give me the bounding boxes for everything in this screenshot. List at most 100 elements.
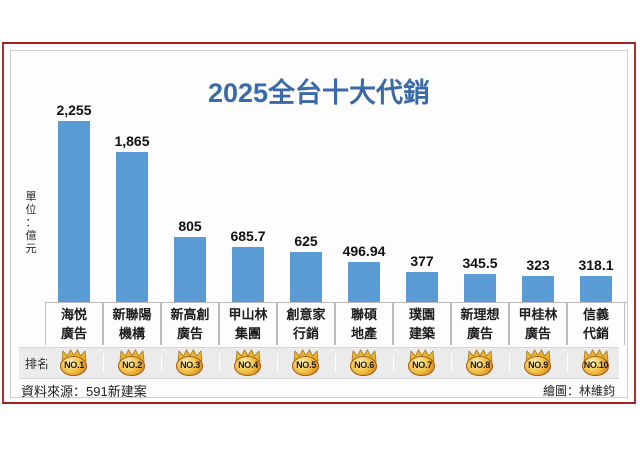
bar[interactable] bbox=[348, 262, 380, 302]
y-axis-unit-label: 單位：億元 bbox=[21, 191, 41, 256]
rank-badge-label: NO.10 bbox=[583, 360, 609, 370]
footer: 資料來源：591新建案 繪圖：林維鈞 bbox=[19, 379, 619, 401]
category-label: 海悦 廣告 bbox=[45, 303, 103, 345]
credit-text: 繪圖：林維鈞 bbox=[542, 384, 615, 398]
unit-label-char: ： bbox=[25, 217, 37, 229]
medal-disc-icon bbox=[60, 356, 87, 376]
rank-divider bbox=[509, 354, 510, 372]
category-label-line: 新理想 bbox=[460, 307, 500, 322]
bar-value-label: 345.5 bbox=[462, 255, 498, 271]
bar[interactable] bbox=[522, 276, 554, 302]
bar[interactable] bbox=[580, 276, 612, 302]
category-label-line: 代銷 bbox=[582, 326, 609, 341]
unit-label-char: 單 bbox=[25, 191, 37, 203]
rank-badge-label: NO.2 bbox=[122, 360, 142, 370]
category-label: 新聯陽 機構 bbox=[103, 303, 161, 345]
rank-badge: NO.4 bbox=[231, 349, 265, 377]
category-label-line: 廣告 bbox=[176, 326, 203, 341]
bar-value-label: 323 bbox=[526, 257, 550, 273]
rank-badge: NO.2 bbox=[115, 349, 149, 377]
bar[interactable] bbox=[116, 152, 148, 302]
category-label-line: 海悦 bbox=[60, 307, 87, 322]
bar-slot: 496.94 bbox=[335, 109, 393, 302]
rank-divider bbox=[567, 354, 568, 372]
bar-chart-plot-area: 2,255 1,865 805 685.7 625 496.94 377 345.5 323 31… bbox=[45, 102, 625, 302]
rank-badge-label: NO.7 bbox=[412, 360, 432, 370]
category-label-line: 廣告 bbox=[60, 326, 87, 341]
rank-badge-label: NO.4 bbox=[238, 360, 258, 370]
category-label-line: 地產 bbox=[350, 326, 377, 341]
category-label: 創意家 行銷 bbox=[277, 303, 335, 345]
medal-disc-icon bbox=[234, 356, 261, 376]
rank-badge: NO.3 bbox=[173, 349, 207, 377]
bar[interactable] bbox=[232, 247, 264, 302]
rank-badge: NO.10 bbox=[579, 349, 613, 377]
bar-value-label: 1,865 bbox=[114, 133, 150, 149]
rank-divider bbox=[45, 354, 46, 372]
category-label: 甲山林 集團 bbox=[219, 303, 277, 345]
category-label: 新高創 廣告 bbox=[161, 303, 219, 345]
bar[interactable] bbox=[464, 274, 496, 302]
bar-slot: 805 bbox=[161, 109, 219, 302]
rank-badge: NO.1 bbox=[57, 349, 91, 377]
category-label: 信義 代銷 bbox=[567, 303, 625, 345]
bar[interactable] bbox=[406, 272, 438, 302]
bar-slot: 685.7 bbox=[219, 109, 277, 302]
bar-slot: 323 bbox=[509, 109, 567, 302]
category-label-line: 信義 bbox=[582, 307, 609, 322]
category-label: 聯碩 地產 bbox=[335, 303, 393, 345]
page-title: 2025全台十大代銷 bbox=[207, 78, 431, 108]
category-axis: 海悦 廣告 新聯陽 機構 新高創 廣告 甲山林 集團 創意家 行銷 聯碩 地產 璞園 建築 新理想 廣告 甲桂林… bbox=[45, 303, 627, 345]
category-label-line: 行銷 bbox=[292, 326, 319, 341]
infographic-card: 2025全台十大代銷 單位：億元 2,255 1,865 805 685.7 625 49… bbox=[2, 42, 636, 404]
category-label-line: 廣告 bbox=[524, 326, 551, 341]
bar-value-label: 625 bbox=[294, 233, 318, 249]
bar[interactable] bbox=[290, 252, 322, 302]
rank-divider bbox=[277, 354, 278, 372]
medal-disc-icon bbox=[176, 356, 203, 376]
medal-disc-icon bbox=[524, 356, 551, 376]
axis-baseline bbox=[45, 302, 627, 303]
category-label-line: 建築 bbox=[408, 326, 435, 341]
category-label-line: 廣告 bbox=[466, 326, 493, 341]
unit-label-char: 億 bbox=[25, 230, 37, 242]
bar-value-label: 805 bbox=[178, 218, 202, 234]
rank-band: 排名 NO.1 NO.2 NO.3 NO.4 NO.5 NO.6 NO.7 NO.8 NO.9 N… bbox=[19, 347, 626, 379]
rank-badge: NO.9 bbox=[521, 349, 555, 377]
rank-badge-label: NO.8 bbox=[470, 360, 490, 370]
rank-divider bbox=[625, 354, 626, 372]
category-label: 甲桂林 廣告 bbox=[509, 303, 567, 345]
medal-disc-icon bbox=[582, 356, 609, 376]
rank-badge: NO.5 bbox=[289, 349, 323, 377]
rank-divider bbox=[219, 354, 220, 372]
bar-slot: 318.1 bbox=[567, 109, 625, 302]
category-label-line: 璞園 bbox=[408, 307, 435, 322]
bar-slot: 377 bbox=[393, 109, 451, 302]
rank-badge: NO.6 bbox=[347, 349, 381, 377]
rank-badge: NO.8 bbox=[463, 349, 497, 377]
rank-divider bbox=[335, 354, 336, 372]
category-label: 新理想 廣告 bbox=[451, 303, 509, 345]
category-label-line: 新高創 bbox=[170, 307, 210, 322]
bar-value-label: 496.94 bbox=[342, 243, 386, 259]
category-label: 璞園 建築 bbox=[393, 303, 451, 345]
inner-frame: 2025全台十大代銷 單位：億元 2,255 1,865 805 685.7 625 49… bbox=[10, 50, 628, 401]
bar-slot: 345.5 bbox=[451, 109, 509, 302]
category-label-line: 創意家 bbox=[286, 307, 326, 322]
unit-label-char: 元 bbox=[25, 243, 37, 255]
source-text: 資料來源：591新建案 bbox=[21, 384, 147, 399]
medal-disc-icon bbox=[408, 356, 435, 376]
rank-badge-label: NO.9 bbox=[528, 360, 548, 370]
bar-slot: 625 bbox=[277, 109, 335, 302]
rank-badge-label: NO.3 bbox=[180, 360, 200, 370]
unit-label-char: 位 bbox=[25, 204, 37, 216]
rank-row-label: 排名 bbox=[25, 357, 50, 371]
rank-divider bbox=[103, 354, 104, 372]
medal-disc-icon bbox=[118, 356, 145, 376]
rank-divider bbox=[161, 354, 162, 372]
medal-disc-icon bbox=[350, 356, 377, 376]
bar[interactable] bbox=[174, 237, 206, 302]
category-label-line: 集團 bbox=[234, 326, 261, 341]
bar[interactable] bbox=[58, 121, 90, 302]
rank-badge-label: NO.1 bbox=[64, 360, 84, 370]
